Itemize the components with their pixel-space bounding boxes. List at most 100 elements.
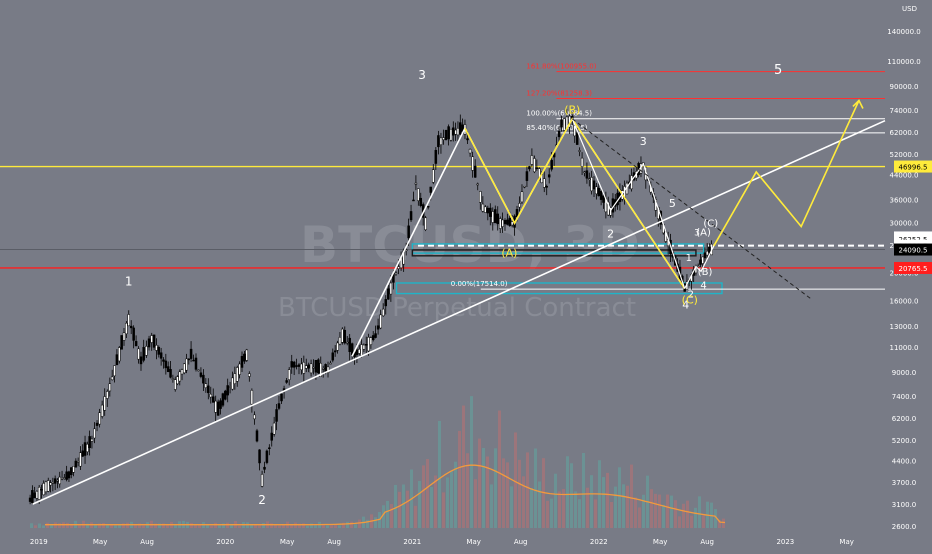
wave-label-1: 1 [125,275,133,289]
volume-bar [262,522,265,528]
candle-body [407,225,410,239]
volume-bar [322,524,325,528]
x-tick-label: 2022 [590,538,608,546]
wave-label-2b: 2 [607,228,614,241]
volume-bar [538,481,541,528]
candle-body [414,182,418,185]
candle-body [63,477,66,479]
candle-body [343,329,347,344]
candle-body [585,170,589,179]
candle-body [118,347,121,362]
candle-body [429,186,432,193]
candle-body [231,377,234,390]
candle-body [103,396,106,411]
volume-bar [590,475,593,528]
y-tick-label: 3700.0 [892,479,917,487]
volume-bar [358,519,361,528]
x-tick-label: May [466,538,480,546]
candle-body [98,412,101,425]
candle-body [67,471,71,479]
candle-body [219,400,222,409]
candle-body [152,334,156,348]
volume-bar [650,489,653,528]
white-abc-minor-line [684,245,715,289]
volume-bar [30,523,33,528]
volume-bar [58,523,61,528]
candle-body [341,328,344,343]
volume-bar [134,525,137,528]
wave-label-A-yellow: (A) [501,246,517,259]
candle-body [412,199,415,202]
volume-bar [438,420,441,528]
candle-body [583,171,586,174]
candle-body [211,396,215,403]
candle-body [376,325,380,330]
volume-bar [670,495,673,528]
volume-bar [138,523,141,528]
y-tick-label: 6200.0 [892,415,917,423]
volume-bar [454,461,457,528]
candle-body [100,404,104,417]
volume-bar [626,485,629,528]
candle-body [494,209,497,224]
candle-body [265,450,269,463]
candle-body [409,211,413,221]
x-tick-label: Aug [700,538,714,546]
candle-body [60,477,64,480]
volume-bar [558,491,561,528]
x-tick-label: May [839,538,853,546]
y-tick-label: 90000.0 [890,83,919,91]
wave-label-2: 2 [258,493,266,507]
volume-bar [314,524,317,528]
candle-body [277,403,281,409]
candle-body [253,414,256,420]
candle-body [506,219,509,225]
candle-body [258,449,261,464]
candle-body [312,366,315,369]
candle-body [588,178,591,180]
price-tag-label-5: 20765.5 [899,265,928,273]
candle-body [476,183,479,186]
candle-body [329,362,332,365]
volume-bar [666,494,669,528]
volume-bar [714,509,717,528]
candle-body [28,497,32,502]
volume-bar [382,505,385,528]
volume-bar [190,522,193,528]
candle-body [270,432,273,441]
candle-body [348,337,351,352]
volume-bar [618,467,621,528]
candle-body [122,332,126,341]
candle-body [357,349,361,354]
volume-bar [78,525,81,528]
candle-body [444,129,448,141]
volume-bar [166,524,169,528]
volume-bar [226,522,229,528]
candle-body [127,314,130,327]
y-axis-label: USD [902,5,917,13]
candle-body [74,460,78,468]
candle-body [362,344,366,350]
volume-bar [282,524,285,528]
volume-bar [510,486,513,528]
volume-bar [66,522,69,528]
candle-body [250,390,254,405]
volume-bar [110,524,113,528]
candle-body [199,372,203,377]
candle-body [216,401,220,416]
y-tick-label: 3100.0 [892,501,917,509]
fib-level-label-2: 100.00%(69084.5) [526,110,592,118]
candle-body [374,333,377,338]
candle-body [72,465,75,473]
volume-bar [606,472,609,528]
volume-bar [498,410,501,528]
candle-body [183,363,186,374]
candle-body [120,335,123,350]
candle-body [518,203,521,208]
volume-bar [374,517,377,528]
watermark-description: BTCUSD Perpetual Contract [278,293,636,323]
volume-bar [102,522,105,528]
candle-body [535,167,539,169]
candle-body [157,346,161,355]
candle-body [139,356,143,365]
